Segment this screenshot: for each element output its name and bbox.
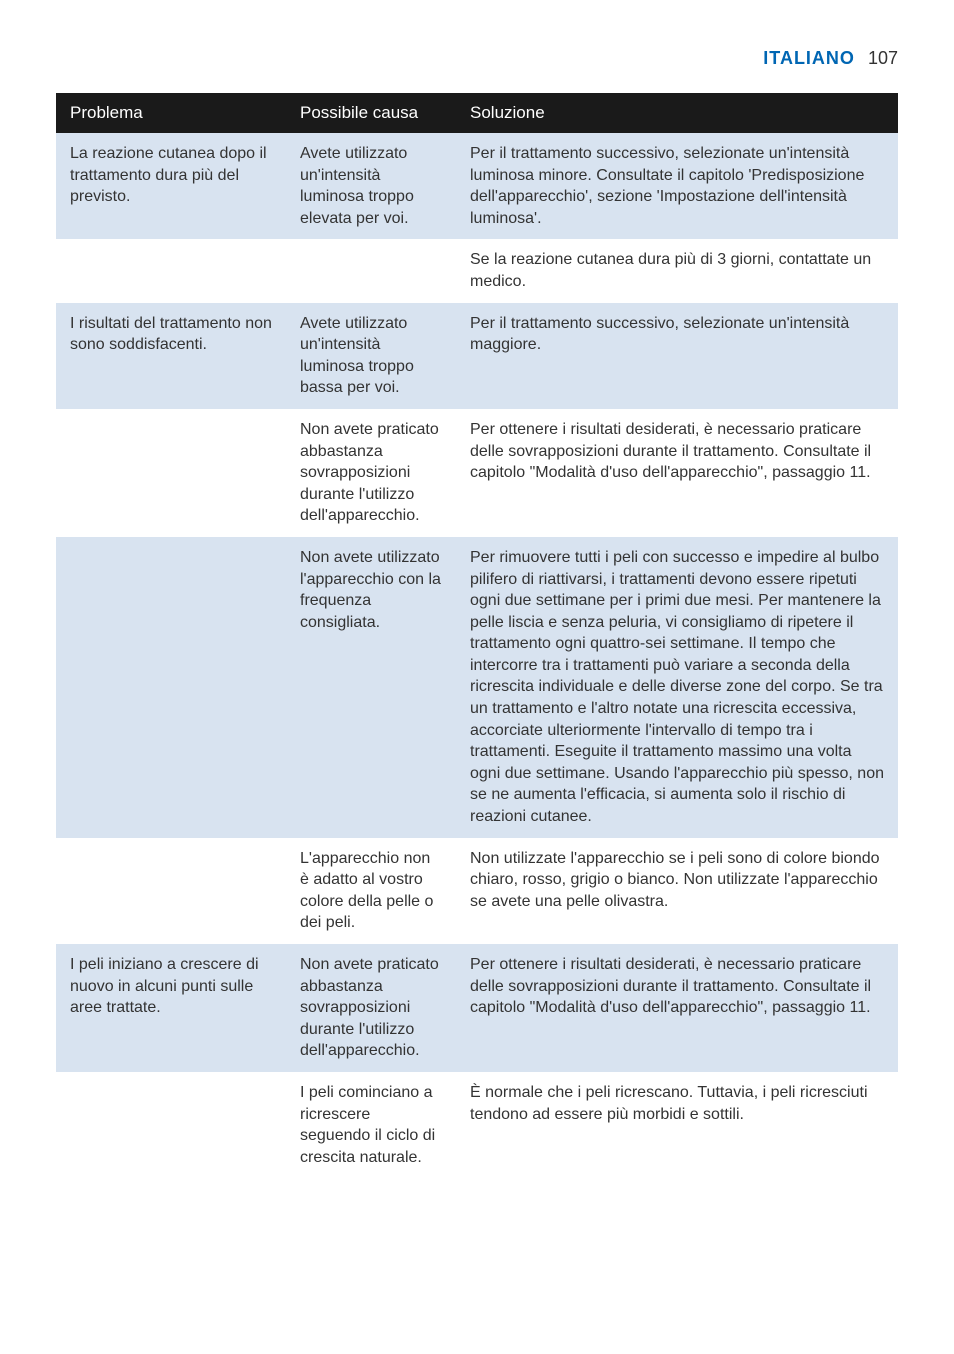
cell-soluzione: Per rimuovere tutti i peli con successo … (456, 537, 898, 838)
troubleshooting-table: Problema Possibile causa Soluzione La re… (56, 93, 898, 1178)
cell-problema (56, 409, 286, 537)
table-header-row: Problema Possibile causa Soluzione (56, 93, 898, 133)
column-header-causa: Possibile causa (286, 93, 456, 133)
language-label: Italiano (763, 48, 855, 68)
cell-soluzione: Per il trattamento successivo, seleziona… (456, 133, 898, 239)
cell-problema: La reazione cutanea dopo il trattamento … (56, 133, 286, 239)
table-row: Non avete utilizzato l'apparecchio con l… (56, 537, 898, 838)
cell-soluzione: Per ottenere i risultati desiderati, è n… (456, 409, 898, 537)
table-row: I peli iniziano a crescere di nuovo in a… (56, 944, 898, 1072)
cell-causa: Non avete praticato abbastanza sovrappos… (286, 944, 456, 1072)
cell-causa: Non avete praticato abbastanza sovrappos… (286, 409, 456, 537)
cell-causa: I peli cominciano a ricrescere seguendo … (286, 1072, 456, 1178)
cell-causa: Non avete utilizzato l'apparecchio con l… (286, 537, 456, 838)
cell-causa (286, 239, 456, 302)
table-row: Non avete praticato abbastanza sovrappos… (56, 409, 898, 537)
cell-causa: Avete utilizzato un'intensità luminosa t… (286, 133, 456, 239)
cell-soluzione: È normale che i peli ricrescano. Tuttavi… (456, 1072, 898, 1178)
cell-causa: Avete utilizzato un'intensità luminosa t… (286, 303, 456, 409)
cell-soluzione: Per il trattamento successivo, seleziona… (456, 303, 898, 409)
cell-problema (56, 537, 286, 838)
column-header-problema: Problema (56, 93, 286, 133)
cell-soluzione: Non utilizzate l'apparecchio se i peli s… (456, 838, 898, 944)
page-number: 107 (868, 48, 898, 68)
cell-problema: I risultati del trattamento non sono sod… (56, 303, 286, 409)
cell-soluzione: Se la reazione cutanea dura più di 3 gio… (456, 239, 898, 302)
cell-problema (56, 239, 286, 302)
cell-problema: I peli iniziano a crescere di nuovo in a… (56, 944, 286, 1072)
table-row: I risultati del trattamento non sono sod… (56, 303, 898, 409)
table-row: La reazione cutanea dopo il trattamento … (56, 133, 898, 239)
document-page: Italiano 107 Problema Possibile causa So… (0, 0, 954, 1218)
page-header: Italiano 107 (56, 48, 898, 69)
cell-problema (56, 1072, 286, 1178)
table-row: L'apparecchio non è adatto al vostro col… (56, 838, 898, 944)
cell-problema (56, 838, 286, 944)
cell-soluzione: Per ottenere i risultati desiderati, è n… (456, 944, 898, 1072)
cell-causa: L'apparecchio non è adatto al vostro col… (286, 838, 456, 944)
table-row: I peli cominciano a ricrescere seguendo … (56, 1072, 898, 1178)
column-header-soluzione: Soluzione (456, 93, 898, 133)
table-row: Se la reazione cutanea dura più di 3 gio… (56, 239, 898, 302)
